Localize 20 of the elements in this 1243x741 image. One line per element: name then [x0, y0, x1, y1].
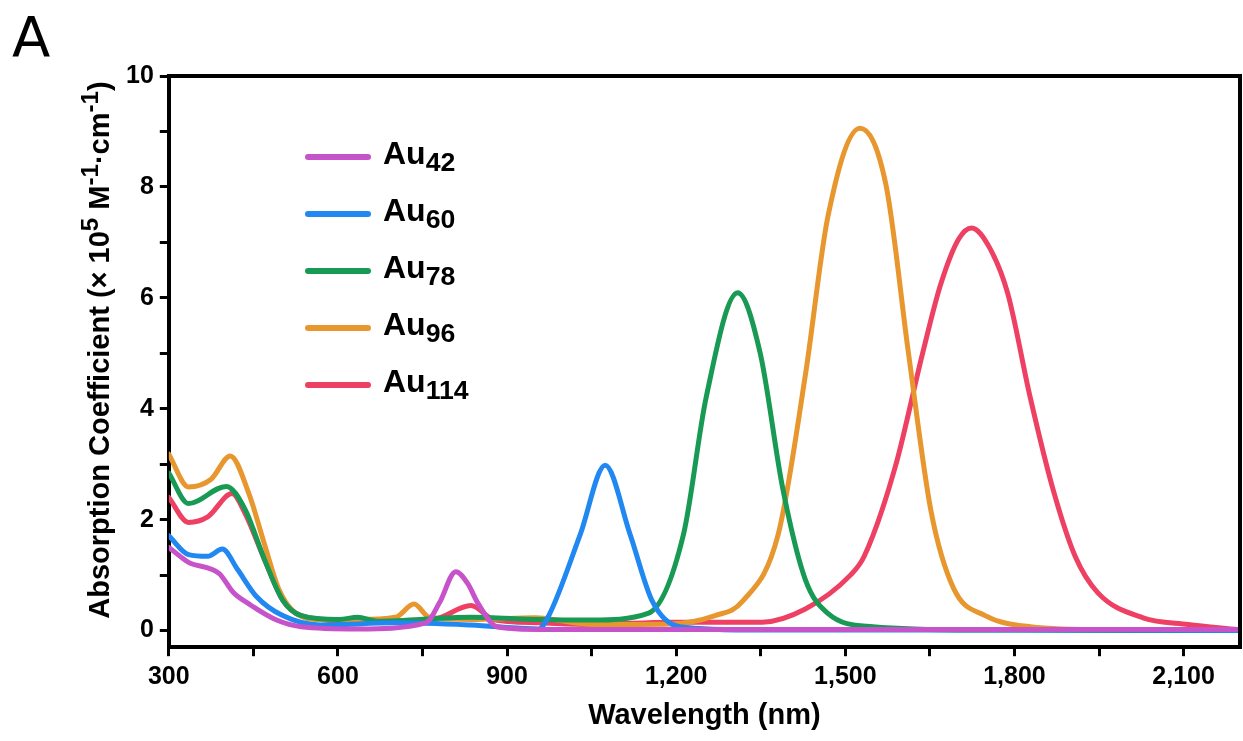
legend-label: Au$_{60}$ [383, 191, 456, 236]
x-tick-label: 300 [147, 661, 190, 690]
y-tick-label: 8 [139, 170, 154, 199]
x-tick-label: 900 [486, 661, 528, 690]
x-tick-label: 600 [317, 661, 359, 690]
y-tick-label: 4 [139, 392, 154, 421]
y-tick-label: 6 [139, 281, 154, 310]
x-axis-title: Wavelength (nm) [588, 697, 821, 730]
legend-label: Au$_{96}$ [383, 305, 456, 350]
legend-label: Au$_{114}$ [383, 362, 469, 407]
legend-label: Au$_{42}$ [383, 134, 456, 179]
x-tick-label: 2,100 [1152, 661, 1215, 690]
x-tick-label: 1,500 [814, 661, 877, 690]
text: A [12, 4, 51, 69]
y-tick-label: 0 [139, 614, 154, 643]
x-tick-label: 1,800 [983, 661, 1046, 690]
x-tick-label: 1,200 [644, 661, 708, 690]
y-tick-label: 10 [126, 59, 154, 88]
legend-label: Au$_{78}$ [383, 248, 456, 293]
y-tick-label: 2 [139, 503, 154, 532]
